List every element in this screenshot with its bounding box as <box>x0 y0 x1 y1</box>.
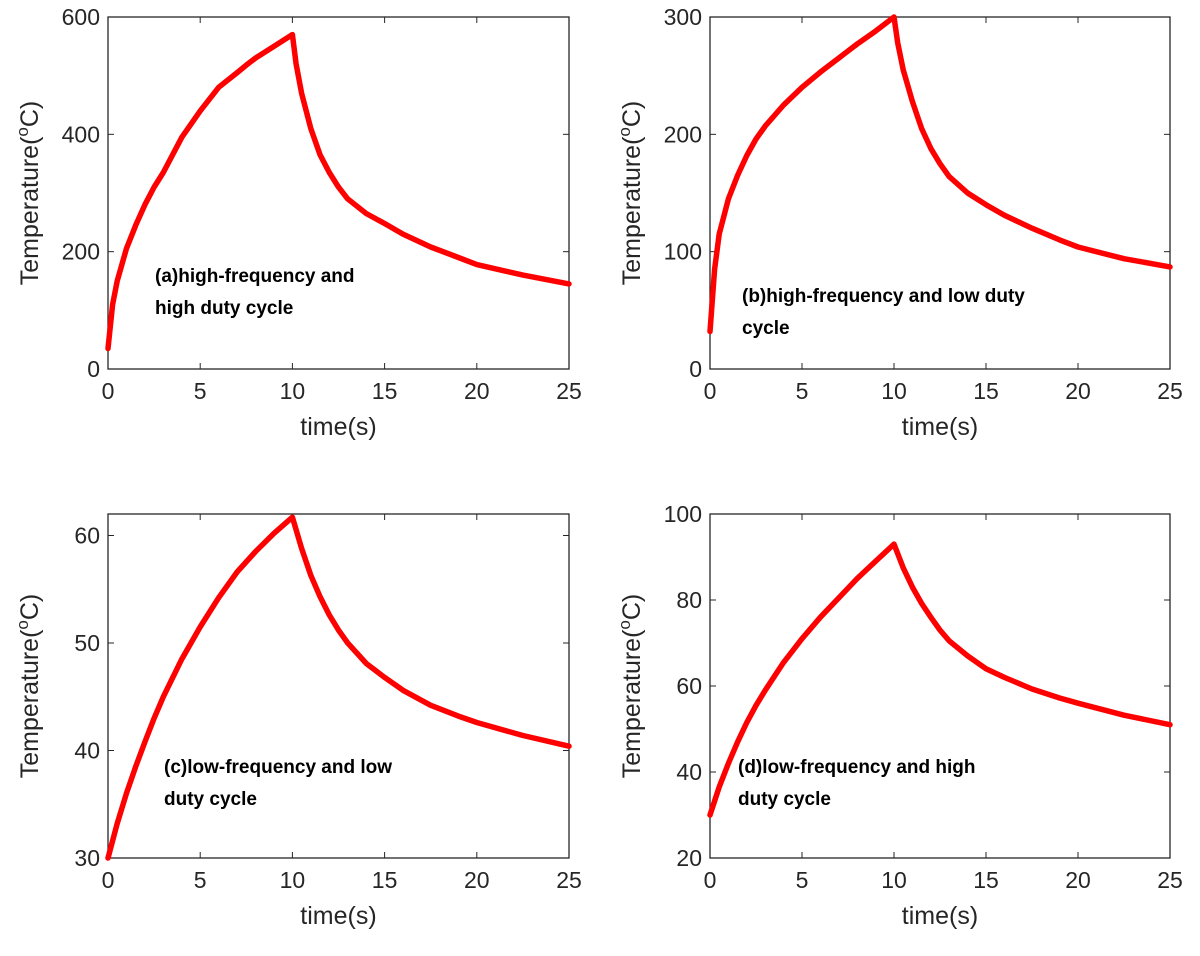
x-tick-label: 25 <box>556 867 582 893</box>
x-tick-label: 0 <box>704 378 717 404</box>
x-tick-label: 25 <box>1157 378 1183 404</box>
y-tick-label: 60 <box>676 673 702 699</box>
y-tick-label: 80 <box>676 587 702 613</box>
x-tick-label: 10 <box>280 378 306 404</box>
x-axis-label: time(s) <box>300 413 376 441</box>
temperature-line <box>105 514 572 861</box>
y-tick-label: 300 <box>664 4 702 30</box>
x-tick-label: 20 <box>464 867 490 893</box>
y-tick-label: 100 <box>664 239 702 265</box>
subplot-a: 0 5 10 15 20 25 0 200 400 600 time(s) Temperature(o… <box>13 4 582 441</box>
temperature-line <box>707 541 1173 818</box>
x-tick-label: 15 <box>372 378 398 404</box>
x-tick-label: 15 <box>973 378 999 404</box>
annotation-text: cycle <box>742 318 790 339</box>
y-tick-label: 0 <box>689 356 702 382</box>
y-tick-label: 0 <box>87 356 100 382</box>
y-axis-label: Temperature(oC) <box>13 594 44 779</box>
temperature-line <box>105 31 572 352</box>
x-tick-label: 10 <box>881 378 907 404</box>
annotation-text: (a)high-frequency and <box>155 266 355 287</box>
temperature-line <box>707 14 1173 335</box>
x-tick-label: 5 <box>194 867 207 893</box>
y-tick-label: 30 <box>74 845 100 871</box>
subplot-c: 0 5 10 15 20 25 30 40 50 60 time(s) Temperature(oC)… <box>13 513 582 930</box>
x-tick-label: 20 <box>1065 378 1091 404</box>
y-tick-label: 50 <box>74 630 100 656</box>
y-tick-label: 600 <box>62 4 100 30</box>
subplot-b: 0 5 10 15 20 25 0 100 200 300 time(s) Temperature(o… <box>615 4 1183 441</box>
y-tick-label: 20 <box>676 845 702 871</box>
y-tick-label: 200 <box>664 121 702 147</box>
x-tick-label: 10 <box>881 867 907 893</box>
y-axis-label: Temperature(oC) <box>615 101 646 286</box>
annotation-text: (d)low-frequency and high <box>738 757 976 778</box>
x-tick-label: 5 <box>796 867 809 893</box>
x-tick-label: 0 <box>704 867 717 893</box>
x-tick-label: 20 <box>1065 867 1091 893</box>
x-tick-label: 0 <box>102 378 115 404</box>
axes-box <box>107 513 570 859</box>
annotation-text: duty cycle <box>164 789 257 810</box>
y-axis-label: Temperature(oC) <box>13 101 44 286</box>
subplot-d: 0 5 10 15 20 25 20 40 60 80 100 time(s) Temperature(… <box>615 501 1183 930</box>
x-tick-label: 15 <box>973 867 999 893</box>
y-axis-label: Temperature(oC) <box>615 594 646 779</box>
x-tick-label: 10 <box>280 867 306 893</box>
x-tick-label: 0 <box>102 867 115 893</box>
annotation-text: duty cycle <box>738 789 831 810</box>
axes-box <box>709 16 1171 370</box>
x-axis-label: time(s) <box>300 902 376 930</box>
x-tick-label: 5 <box>194 378 207 404</box>
y-tick-label: 100 <box>664 501 702 527</box>
x-tick-label: 25 <box>1157 867 1183 893</box>
annotation-text: (b)high-frequency and low duty <box>742 286 1025 307</box>
x-tick-label: 25 <box>556 378 582 404</box>
annotation-text: high duty cycle <box>155 298 293 319</box>
x-tick-label: 15 <box>372 867 398 893</box>
y-tick-label: 40 <box>676 759 702 785</box>
y-tick-label: 400 <box>62 121 100 147</box>
y-tick-label: 40 <box>74 738 100 764</box>
axes-box <box>709 513 1171 859</box>
y-tick-label: 60 <box>74 523 100 549</box>
annotation-text: (c)low-frequency and low <box>164 757 392 778</box>
x-axis-label: time(s) <box>902 902 978 930</box>
x-axis-label: time(s) <box>902 413 978 441</box>
x-tick-label: 5 <box>796 378 809 404</box>
x-tick-label: 20 <box>464 378 490 404</box>
axes-box <box>107 16 570 370</box>
y-tick-label: 200 <box>62 239 100 265</box>
